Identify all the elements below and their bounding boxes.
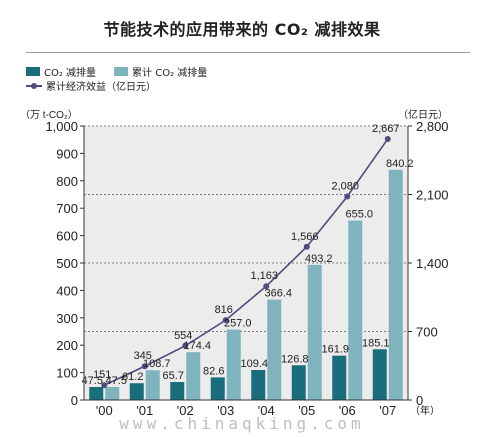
economic-benefit-point bbox=[344, 193, 351, 200]
bar-annual-co2 bbox=[89, 386, 104, 400]
legend-item-annual: CO₂ 减排量 bbox=[26, 64, 96, 79]
data-label-annual: 109.4 bbox=[240, 358, 268, 370]
data-label-annual: 65.7 bbox=[163, 370, 184, 382]
left-tick-label: 400 bbox=[56, 283, 78, 298]
left-tick-label: 600 bbox=[56, 229, 78, 244]
data-label-economic: 151 bbox=[93, 369, 111, 381]
economic-benefit-point bbox=[263, 283, 270, 290]
economic-benefit-point bbox=[101, 382, 108, 389]
economic-benefit-line bbox=[103, 138, 389, 386]
economic-benefit-point bbox=[384, 136, 391, 143]
data-label-economic: 2,080 bbox=[331, 180, 359, 192]
x-tick-label: '06 bbox=[339, 403, 356, 418]
legend-swatch-economic bbox=[26, 81, 42, 90]
bar-cumulative-co2 bbox=[267, 299, 282, 400]
legend-swatch-cumulative bbox=[114, 66, 129, 76]
right-tick-label: 700 bbox=[416, 325, 438, 340]
bar-cumulative-co2 bbox=[186, 352, 201, 400]
left-tick-label: 500 bbox=[56, 256, 78, 271]
data-label-economic: 1,163 bbox=[250, 270, 278, 282]
right-tick-label: 1,400 bbox=[416, 256, 449, 271]
bar-annual-co2 bbox=[170, 381, 185, 400]
left-tick-label: 0 bbox=[71, 393, 78, 408]
x-tick-label: '04 bbox=[258, 403, 275, 418]
bar-cumulative-co2 bbox=[105, 386, 120, 400]
data-label-annual: 47.5 bbox=[82, 375, 103, 387]
legend-label-cumulative: 累计 CO₂ 减排量 bbox=[132, 67, 208, 79]
bar-cumulative-co2 bbox=[307, 264, 322, 400]
left-tick-label: 300 bbox=[56, 311, 78, 326]
x-tick-label: '03 bbox=[217, 403, 234, 418]
bar-annual-co2 bbox=[210, 377, 225, 400]
title-divider bbox=[26, 52, 470, 53]
data-label-cumulative: 493.2 bbox=[305, 253, 333, 265]
right-tick-label: 2,800 bbox=[416, 119, 449, 134]
legend-label-economic: 累计经济效益（亿日元） bbox=[46, 81, 156, 93]
watermark-url: www.chinaqking.com bbox=[119, 414, 365, 433]
right-axis-unit: （亿日元） bbox=[398, 108, 448, 121]
data-label-economic: 2,667 bbox=[372, 123, 400, 135]
data-label-annual: 161.9 bbox=[321, 344, 349, 356]
legend-swatch-annual bbox=[26, 66, 40, 76]
right-tick-label: 0 bbox=[416, 393, 423, 408]
data-label-cumulative: 257.0 bbox=[224, 318, 252, 330]
left-tick-label: 700 bbox=[56, 201, 78, 216]
legend-item-economic: 累计经济效益（亿日元） bbox=[26, 78, 156, 93]
x-tick-label: '05 bbox=[298, 403, 315, 418]
data-label-annual: 185.1 bbox=[362, 337, 390, 349]
data-label-cumulative: 366.4 bbox=[264, 288, 292, 300]
economic-benefit-point bbox=[222, 317, 229, 324]
x-tick-label: '07 bbox=[379, 403, 396, 418]
data-label-annual: 126.8 bbox=[281, 353, 309, 365]
left-tick-label: 100 bbox=[56, 366, 78, 381]
x-axis-unit: （年） bbox=[410, 404, 440, 417]
x-tick-label: '02 bbox=[177, 403, 194, 418]
bar-cumulative-co2 bbox=[348, 220, 363, 400]
left-axis-unit: （万 t-CO₂） bbox=[20, 109, 78, 121]
legend-label-annual: CO₂ 减排量 bbox=[44, 67, 97, 79]
left-tick-label: 800 bbox=[56, 174, 78, 189]
data-label-annual: 61.2 bbox=[122, 371, 143, 383]
bar-cumulative-co2 bbox=[226, 329, 241, 400]
bar-annual-co2 bbox=[129, 383, 144, 400]
data-label-cumulative: 47.5 bbox=[106, 375, 127, 387]
legend: CO₂ 减排量 累计 CO₂ 减排量 累计经济效益（亿日元） bbox=[26, 64, 225, 93]
data-label-cumulative: 655.0 bbox=[345, 209, 373, 221]
data-label-economic: 1,566 bbox=[291, 231, 319, 243]
data-label-annual: 82.6 bbox=[203, 365, 224, 377]
right-tick-label: 2,100 bbox=[416, 188, 449, 203]
data-label-cumulative: 174.4 bbox=[183, 340, 211, 352]
legend-item-cumulative: 累计 CO₂ 减排量 bbox=[114, 64, 207, 79]
left-tick-label: 1,000 bbox=[45, 119, 78, 134]
data-label-economic: 816 bbox=[215, 304, 233, 316]
bar-cumulative-co2 bbox=[388, 169, 403, 400]
economic-benefit-point bbox=[141, 363, 148, 370]
data-label-cumulative: 108.7 bbox=[143, 358, 171, 370]
data-label-economic: 554 bbox=[174, 330, 192, 342]
x-tick-label: '00 bbox=[96, 403, 113, 418]
economic-benefit-point bbox=[303, 243, 310, 250]
bar-cumulative-co2 bbox=[145, 370, 160, 400]
bar-annual-co2 bbox=[332, 355, 347, 400]
x-tick-label: '01 bbox=[136, 403, 153, 418]
chart-title: 节能技术的应用带来的 CO₂ 减排效果 bbox=[103, 20, 381, 39]
left-tick-label: 200 bbox=[56, 338, 78, 353]
bar-annual-co2 bbox=[291, 365, 306, 400]
bar-annual-co2 bbox=[372, 349, 387, 400]
data-label-economic: 345 bbox=[134, 350, 152, 362]
economic-benefit-point bbox=[182, 342, 189, 349]
left-tick-label: 900 bbox=[56, 146, 78, 161]
bar-annual-co2 bbox=[251, 370, 266, 400]
data-label-cumulative: 840.2 bbox=[386, 158, 414, 170]
